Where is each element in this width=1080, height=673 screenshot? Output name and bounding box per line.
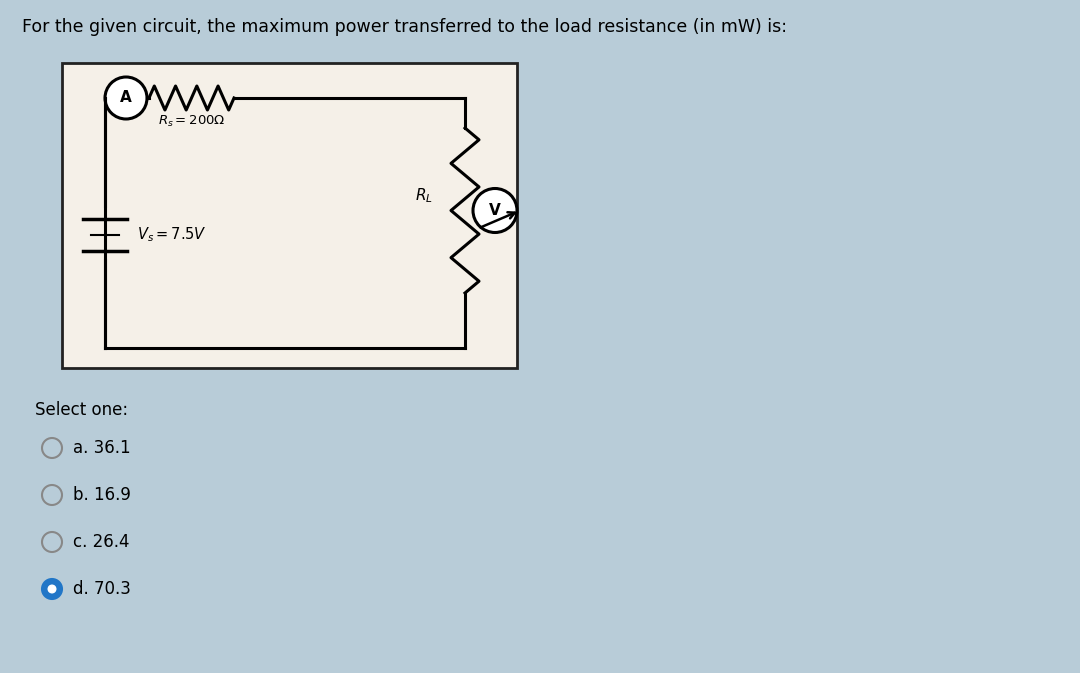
Circle shape [473,188,517,232]
Text: c. 26.4: c. 26.4 [73,533,130,551]
Bar [62,63,517,368]
Text: b. 16.9: b. 16.9 [73,486,131,504]
Circle shape [105,77,147,119]
Text: $R_s = 200\Omega$: $R_s = 200\Omega$ [158,114,226,129]
Text: V: V [489,203,501,218]
Text: For the given circuit, the maximum power transferred to the load resistance (in : For the given circuit, the maximum power… [22,18,787,36]
Text: A: A [120,90,132,106]
Circle shape [42,579,62,599]
Circle shape [49,586,56,593]
Text: $R_L$: $R_L$ [415,186,433,205]
Text: Select one:: Select one: [35,401,129,419]
Text: $V_s=7.5V$: $V_s=7.5V$ [137,225,207,244]
Text: d. 70.3: d. 70.3 [73,580,131,598]
Text: a. 36.1: a. 36.1 [73,439,131,457]
